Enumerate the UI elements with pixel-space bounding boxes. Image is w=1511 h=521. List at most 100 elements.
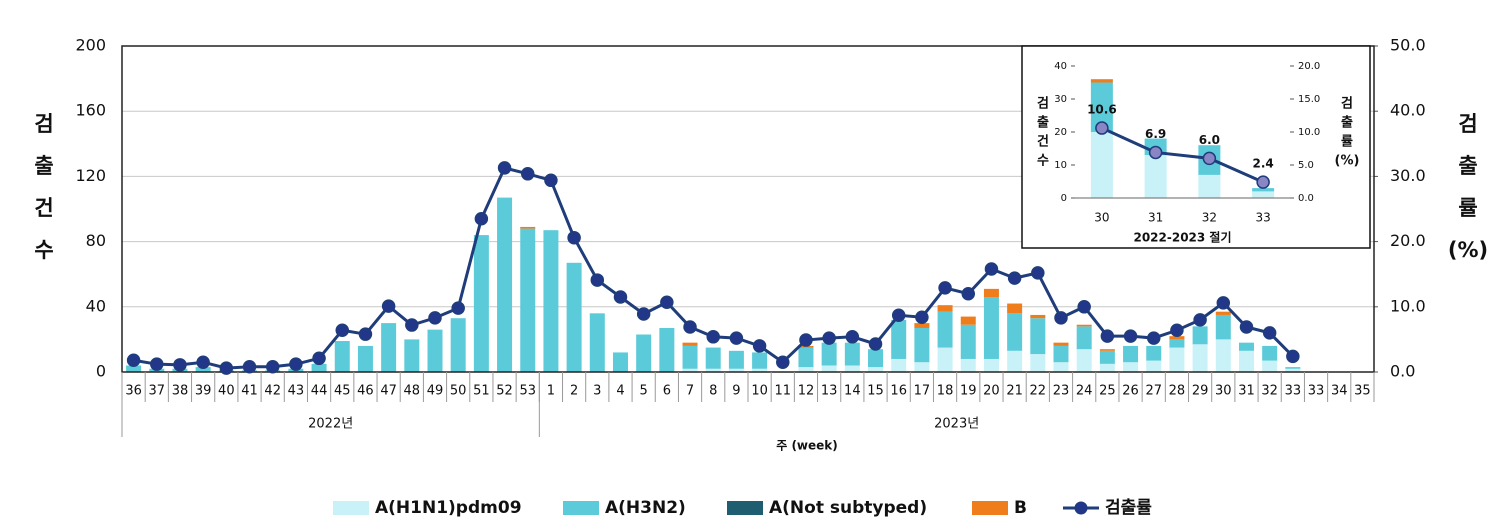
bar-segment xyxy=(1090,132,1113,198)
x-tick-label: 51 xyxy=(473,384,490,399)
x-tick-label: 50 xyxy=(450,384,467,399)
rate-marker xyxy=(706,330,720,344)
bar-segment xyxy=(728,350,744,369)
bar-segment xyxy=(589,313,605,372)
bar-segment xyxy=(1238,350,1254,372)
bar-segment xyxy=(821,365,837,372)
rate-marker xyxy=(984,262,999,276)
x-tick-label: 9 xyxy=(732,384,740,399)
rate-marker xyxy=(868,337,883,351)
x-group-label: 2023년 xyxy=(934,417,979,432)
bar-segment xyxy=(357,345,373,372)
x-tick-label: 2 xyxy=(570,384,578,399)
y2-tick-label: 5.0 xyxy=(1298,160,1314,171)
y2-tick-label: 10.0 xyxy=(1390,296,1426,315)
bar-segment xyxy=(682,342,698,346)
bar-segment xyxy=(1099,349,1115,351)
bar-segment xyxy=(1146,360,1162,372)
x-tick-label: 37 xyxy=(149,384,166,399)
y-tick-label: 0 xyxy=(1061,193,1067,204)
bar-segment xyxy=(1238,342,1254,351)
rate-marker xyxy=(1239,320,1254,334)
rate-marker xyxy=(1095,121,1109,135)
rate-marker xyxy=(590,273,605,287)
x-tick-label: 34 xyxy=(1331,384,1348,399)
bar-segment xyxy=(520,228,536,372)
bar-segment xyxy=(1099,350,1115,364)
rate-marker xyxy=(1077,300,1091,314)
rate-marker xyxy=(1146,331,1161,345)
y-tick-label: 120 xyxy=(75,166,106,185)
bar-segment xyxy=(334,341,350,372)
bar-segment xyxy=(1169,339,1185,348)
x-tick-label: 3 xyxy=(593,384,601,399)
data-label: 6.0 xyxy=(1199,133,1220,147)
x-tick-label: 12 xyxy=(798,384,815,399)
y-tick-label: 20 xyxy=(1054,127,1067,138)
bar-segment xyxy=(1076,324,1092,327)
x-tick-label: 33 xyxy=(1285,384,1302,399)
rate-marker xyxy=(1216,296,1231,310)
x-tick-label: 32 xyxy=(1202,211,1217,225)
x-group-label: 2022년 xyxy=(308,417,353,432)
rate-marker xyxy=(1262,326,1277,340)
x-tick-label: 28 xyxy=(1169,384,1186,399)
bar-segment xyxy=(1215,311,1231,315)
bar-segment xyxy=(1192,344,1208,372)
legend-label: 검출률 xyxy=(1105,498,1152,518)
y2-tick-label: 0.0 xyxy=(1298,193,1314,204)
x-tick-label: 16 xyxy=(890,384,907,399)
x-tick-label: 33 xyxy=(1308,384,1325,399)
x-tick-label: 41 xyxy=(241,384,258,399)
x-tick-label: 35 xyxy=(1354,384,1371,399)
bar-segment xyxy=(1076,326,1092,350)
rate-line xyxy=(1101,126,1264,184)
bar-segment xyxy=(752,352,768,369)
rate-marker xyxy=(173,358,187,372)
bar-segment xyxy=(937,347,953,372)
y-tick-label: 80 xyxy=(86,231,106,250)
y2-tick-label: 30.0 xyxy=(1390,166,1426,185)
x-tick-label: 10 xyxy=(751,384,768,399)
rate-marker xyxy=(1256,175,1270,189)
rate-marker xyxy=(497,161,512,175)
x-tick-label: 46 xyxy=(357,384,374,399)
rate-marker xyxy=(613,290,628,304)
bar-segment xyxy=(1030,314,1046,319)
rate-marker xyxy=(961,287,976,301)
bar-segment xyxy=(1007,303,1023,314)
bar-segment xyxy=(1285,367,1301,369)
bar-segment xyxy=(960,324,976,359)
data-label: 2.4 xyxy=(1252,157,1273,171)
legend-label: B xyxy=(1014,498,1027,518)
rate-marker xyxy=(219,361,234,375)
y-tick-label: 30 xyxy=(1054,94,1067,105)
legend-swatch xyxy=(333,501,369,515)
rate-marker xyxy=(520,167,535,181)
bar-segment xyxy=(891,358,907,372)
bar-segment xyxy=(659,327,675,372)
data-label: 6.9 xyxy=(1145,127,1166,141)
bar-segment xyxy=(1099,363,1115,372)
y-tick-label: 160 xyxy=(75,101,106,120)
bar-segment xyxy=(937,311,953,348)
bar-segment xyxy=(868,367,884,372)
bar-segment xyxy=(1090,82,1113,132)
x-tick-label: 47 xyxy=(380,384,397,399)
x-tick-label: 25 xyxy=(1099,384,1116,399)
rate-marker xyxy=(938,281,952,295)
data-label: 10.6 xyxy=(1087,103,1117,117)
y2-tick-label: 15.0 xyxy=(1298,94,1320,105)
rate-marker xyxy=(405,318,419,332)
x-tick-label: 17 xyxy=(914,384,931,399)
x-tick-label: 20 xyxy=(983,384,1000,399)
rate-marker xyxy=(891,308,906,323)
rate-marker xyxy=(126,353,141,368)
x-tick-label: 49 xyxy=(427,384,444,399)
y2-tick-label: 10.0 xyxy=(1298,127,1320,138)
bar-segment xyxy=(427,329,443,372)
rate-marker xyxy=(1202,151,1217,166)
legend-label: A(H3N2) xyxy=(605,498,686,518)
